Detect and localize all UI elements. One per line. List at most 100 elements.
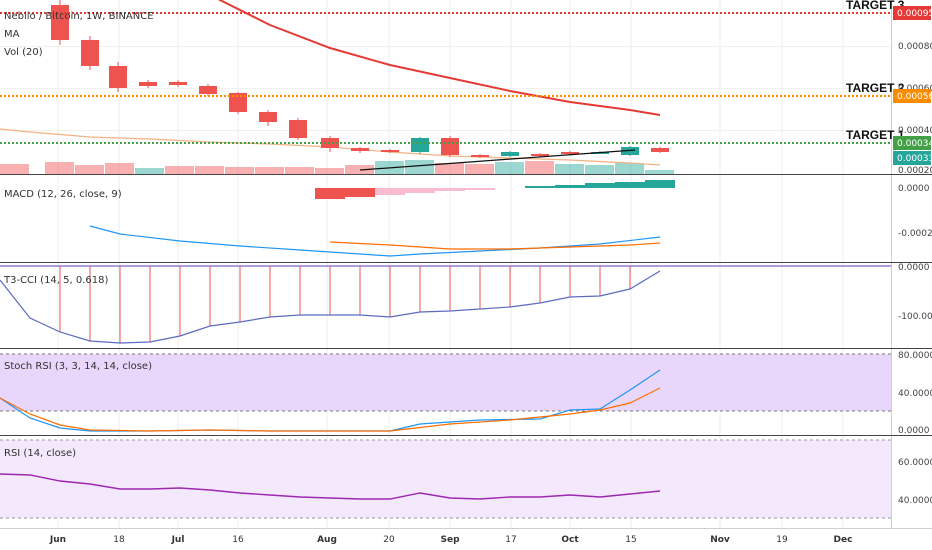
- macd-histogram-bar: [555, 185, 585, 188]
- candle-body: [351, 148, 369, 151]
- candle-body: [471, 155, 489, 157]
- volume-bar: [225, 167, 254, 174]
- volume-bar: [645, 170, 674, 174]
- macd-histogram-bar: [375, 188, 405, 195]
- stoch-d-line: [0, 387, 661, 432]
- volume-bar: [45, 162, 74, 174]
- time-axis-label: Dec: [834, 535, 853, 545]
- time-axis-label: 19: [776, 535, 788, 545]
- macd-scale-1: 0.0000: [898, 184, 930, 194]
- volume-bar: [405, 160, 434, 174]
- volume-bar: [165, 166, 194, 174]
- volume-bar: [315, 168, 344, 174]
- ma-indicator-label[interactable]: MA: [4, 29, 20, 40]
- volume-bar: [525, 161, 554, 174]
- rsi-scale-1: 60.0000: [898, 458, 932, 468]
- rsi-line: [0, 473, 661, 500]
- target-1-label: TARGET 1: [846, 128, 905, 142]
- candle-body: [259, 112, 277, 122]
- time-axis-label: Aug: [317, 535, 337, 545]
- candle-body: [531, 154, 549, 156]
- volume-bar: [135, 168, 164, 174]
- rsi-scale-2: 40.0000: [898, 496, 932, 506]
- time-axis-label: 18: [113, 535, 125, 545]
- macd-pane[interactable]: MACD (12, 26, close, 9): [4, 180, 675, 257]
- t3cci-scale-1: 0.0000: [898, 263, 930, 273]
- time-axis-label: Jun: [49, 535, 66, 545]
- stoch-scale-3: 0.0000: [898, 426, 930, 436]
- candle-body: [81, 40, 99, 66]
- t3cci-pane[interactable]: T3-CCI (14, 5, 0.618): [0, 265, 891, 344]
- volume-bar: [585, 165, 614, 174]
- stoch-rsi-pane[interactable]: Stoch RSI (3, 3, 14, 14, close): [0, 353, 891, 432]
- target-1-price-tag: [893, 136, 931, 150]
- candle-body: [229, 93, 247, 112]
- time-axis-label: Oct: [561, 535, 579, 545]
- macd-histogram-bar: [345, 188, 375, 197]
- macd-histogram-bar: [645, 180, 675, 188]
- macd-scale-2: -0.0002: [898, 229, 932, 239]
- target-2-price-tag: [893, 89, 931, 103]
- rsi-band: [0, 440, 891, 518]
- macd-line: [89, 225, 661, 257]
- candle-body: [199, 86, 217, 94]
- ma-line: [217, 0, 661, 116]
- candle-body: [139, 82, 157, 86]
- macd-histogram-bar: [525, 186, 555, 188]
- candle-body: [561, 152, 579, 154]
- stoch-band: [0, 354, 891, 411]
- volume-bar: [555, 164, 584, 174]
- candle-body: [651, 148, 669, 152]
- cci-histogram: [59, 266, 631, 343]
- macd-signal-line: [329, 241, 661, 250]
- macd-histogram: [315, 180, 675, 199]
- volume-indicator-label[interactable]: Vol (20): [4, 47, 43, 58]
- stoch-rsi-label[interactable]: Stoch RSI (3, 3, 14, 14, close): [4, 361, 152, 372]
- macd-histogram-bar: [435, 188, 465, 191]
- rsi-pane[interactable]: RSI (14, close): [0, 439, 891, 519]
- candle-body: [381, 150, 399, 152]
- volume-bar: [465, 164, 494, 174]
- volume-bar: [615, 163, 644, 174]
- candle-body: [411, 138, 429, 152]
- candle-body: [109, 66, 127, 88]
- cci-line: [0, 270, 661, 344]
- macd-histogram-bar: [585, 183, 615, 188]
- candle-body: [501, 152, 519, 156]
- time-axis-label: Nov: [710, 535, 730, 545]
- t3cci-label[interactable]: T3-CCI (14, 5, 0.618): [3, 275, 109, 286]
- target-1-price: 0.0003471: [897, 139, 932, 149]
- volume-bar: [195, 166, 224, 174]
- price-scale-3: 0.0004000: [898, 126, 932, 136]
- volume-bar: [105, 163, 134, 174]
- volume-bar: [495, 162, 524, 174]
- candle-body: [289, 120, 307, 138]
- volume-bar: [75, 165, 104, 174]
- macd-histogram-bar: [405, 188, 435, 193]
- current-price: 0.0003390: [897, 154, 932, 164]
- current-price-tag: [893, 151, 931, 165]
- volume-bars: [0, 160, 674, 174]
- target-2-label: TARGET 2: [846, 81, 905, 95]
- price-pane[interactable]: TARGET 3 TARGET 2 TARGET 1 Neblio / Bitc…: [0, 0, 905, 174]
- macd-histogram-bar: [615, 182, 645, 188]
- time-axis-label: Jul: [171, 535, 185, 545]
- volume-bar: [255, 167, 284, 174]
- volume-bar: [345, 165, 374, 174]
- macd-label[interactable]: MACD (12, 26, close, 9): [4, 189, 122, 200]
- support-trendline[interactable]: [359, 149, 636, 171]
- candle-body: [441, 138, 459, 155]
- time-axis-label: 17: [505, 535, 516, 545]
- stoch-scale-1: 80.0000: [898, 351, 932, 361]
- macd-histogram-bar: [315, 188, 345, 199]
- time-axis[interactable]: Jun 18 Jul 16 Aug 20 Sep 17 Oct 15 Nov 19 Dec: [49, 535, 853, 545]
- target-2-price: 0.0005618: [897, 92, 932, 102]
- time-axis-label: 16: [232, 535, 244, 545]
- candle-body: [621, 147, 639, 155]
- time-axis-label: Sep: [440, 535, 460, 545]
- rsi-label[interactable]: RSI (14, close): [4, 448, 76, 459]
- symbol-title[interactable]: Neblio / Bitcoin, 1W, BINANCE: [4, 11, 154, 22]
- volume-bar: [285, 167, 314, 174]
- target-3-price: 0.0009561: [897, 9, 932, 19]
